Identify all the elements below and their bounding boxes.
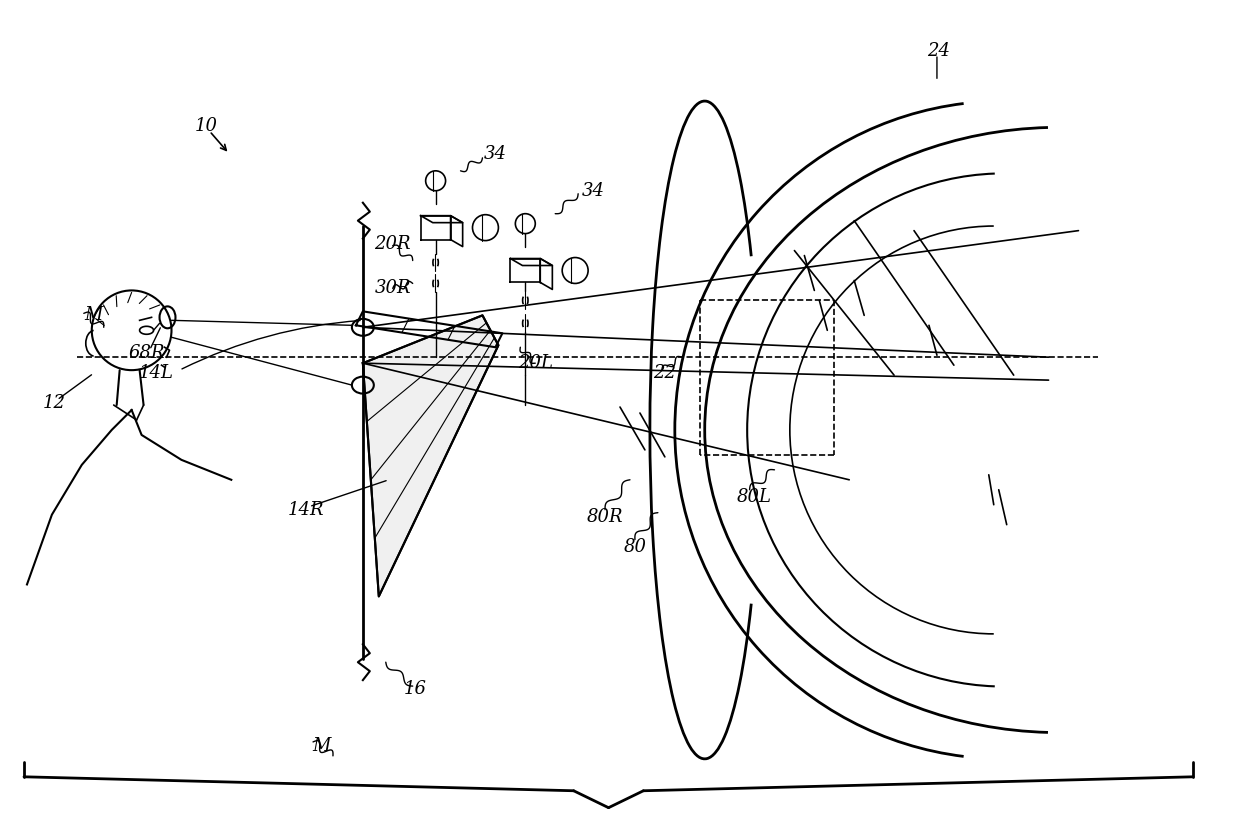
Polygon shape: [363, 316, 498, 596]
Text: 20R: 20R: [374, 235, 410, 252]
Text: 80L: 80L: [737, 488, 773, 506]
Text: 22: 22: [653, 364, 676, 382]
Text: 80R: 80R: [587, 508, 624, 526]
Text: 14L: 14L: [139, 364, 174, 382]
Text: M: M: [311, 737, 330, 755]
Text: 20L: 20L: [518, 354, 553, 372]
Text: M: M: [84, 306, 103, 324]
Text: 80: 80: [624, 538, 646, 555]
Text: 16: 16: [404, 680, 428, 698]
Text: 24: 24: [928, 43, 950, 60]
Text: 10: 10: [195, 117, 218, 135]
Text: 12: 12: [42, 394, 66, 412]
Text: 68R: 68R: [128, 344, 165, 362]
Text: 34: 34: [484, 145, 507, 163]
Text: 30R: 30R: [374, 280, 410, 297]
Text: 14R: 14R: [288, 501, 325, 519]
Text: 34: 34: [582, 182, 605, 200]
